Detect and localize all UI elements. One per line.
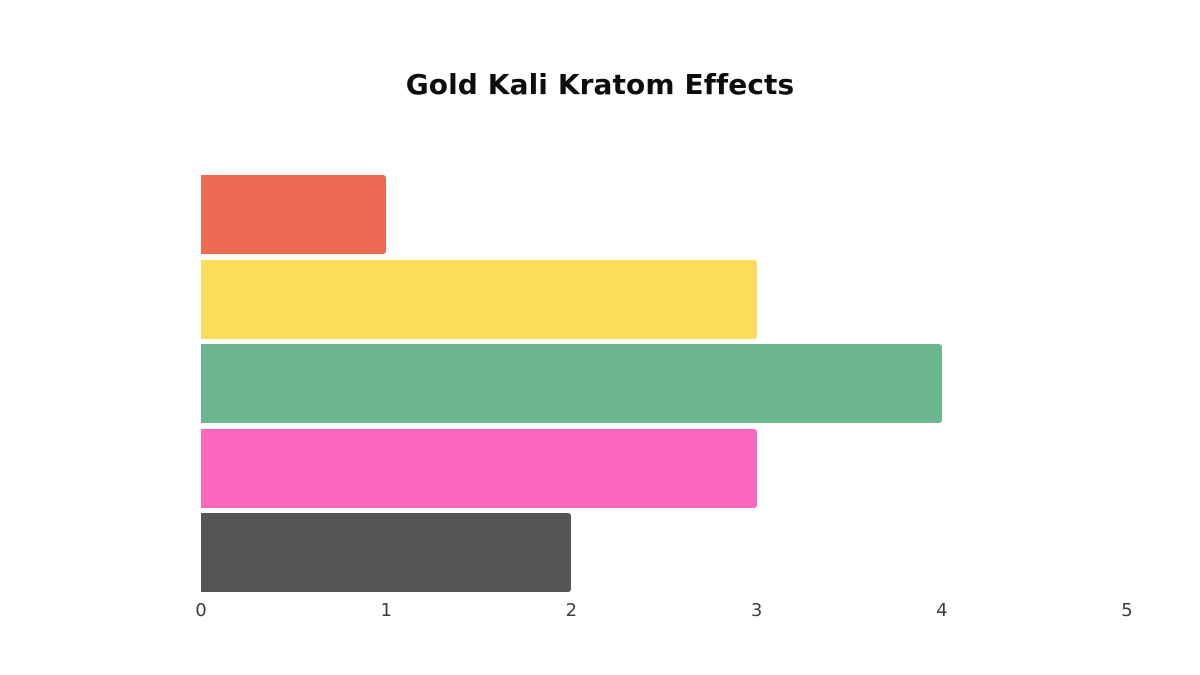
bar-band: Energy (201, 175, 1127, 260)
bar-band: Sedation (201, 513, 1127, 598)
bar-band: Anxiety Relief (201, 428, 1127, 514)
chart-title: Gold Kali Kratom Effects (405, 68, 795, 101)
bar-band: Pain Relief (201, 344, 1127, 429)
bar-mood[interactable] (201, 259, 757, 339)
x-tick-3: 3 (750, 600, 763, 621)
bar-anxiety-relief[interactable] (201, 428, 757, 508)
bar-energy[interactable] (201, 175, 387, 254)
bar-pain-relief[interactable] (201, 344, 942, 423)
x-tick-4: 4 (936, 600, 948, 621)
x-tick-0: 0 (195, 600, 207, 621)
x-tick-5: 5 (1121, 600, 1133, 621)
plot-area: Energy Mood Pain Relief Anxiety Relief S… (201, 175, 1127, 592)
x-tick-1: 1 (380, 600, 392, 621)
x-tick-2: 2 (565, 600, 578, 621)
x-axis: 0 1 2 3 4 5 (0, 589, 1200, 639)
bar-sedation[interactable] (201, 513, 572, 592)
bar-band: Mood (201, 259, 1127, 345)
